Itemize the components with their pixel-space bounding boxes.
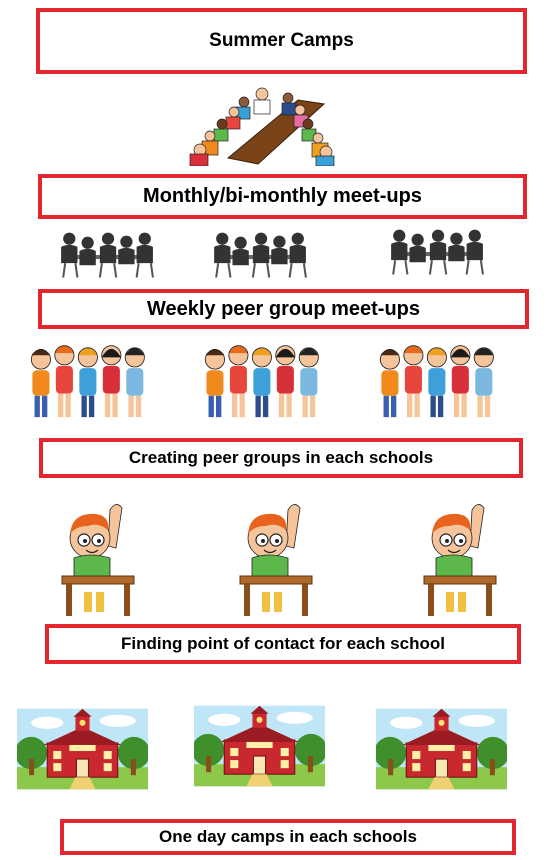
point-of-contact-label: Finding point of contact for each school	[121, 634, 445, 653]
group-silhouette-icon	[208, 228, 310, 280]
one-day-camps-label: One day camps in each schools	[159, 827, 417, 846]
monthly-meetups-label: Monthly/bi-monthly meet-ups	[143, 185, 422, 207]
school-building-icon	[194, 705, 325, 787]
one-day-camps-box: One day camps in each schools	[60, 819, 516, 855]
summer-camps-box: Summer Camps	[36, 8, 527, 74]
point-of-contact-box: Finding point of contact for each school	[45, 624, 521, 664]
creating-peer-groups-label: Creating peer groups in each schools	[128, 448, 434, 467]
summer-camps-label: Summer Camps	[209, 30, 354, 51]
group-silhouette-icon	[385, 225, 487, 277]
creating-peer-groups-box: Creating peer groups in each schools	[39, 438, 523, 478]
school-building-icon	[376, 708, 507, 790]
kids-group-icon	[375, 340, 503, 426]
weekly-meetups-box: Weekly peer group meet-ups	[38, 289, 529, 329]
weekly-meetups-label: Weekly peer group meet-ups	[146, 297, 421, 320]
group-silhouette-icon	[55, 228, 157, 280]
conference-table-icon	[188, 84, 336, 166]
kids-group-icon	[26, 340, 154, 426]
monthly-meetups-box: Monthly/bi-monthly meet-ups	[38, 174, 527, 219]
kids-group-icon	[200, 340, 328, 426]
school-building-icon	[17, 708, 148, 790]
student-raising-hand-icon	[58, 500, 138, 620]
student-raising-hand-icon	[420, 500, 500, 620]
student-raising-hand-icon	[236, 500, 316, 620]
